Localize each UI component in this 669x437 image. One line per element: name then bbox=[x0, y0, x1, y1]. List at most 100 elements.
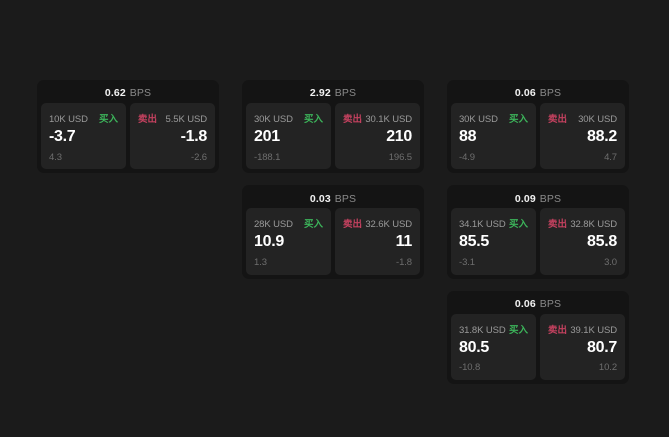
buy-size-label: 30K USD bbox=[459, 114, 498, 125]
sell-size-label: 30.1K USD bbox=[365, 114, 412, 125]
sell-delta: -2.6 bbox=[191, 151, 207, 163]
buy-delta: -188.1 bbox=[254, 151, 281, 163]
sell-panel[interactable]: 卖出 32.8K USD 85.8 3.0 bbox=[540, 208, 625, 275]
sell-panel[interactable]: 卖出 5.5K USD -1.8 -2.6 bbox=[130, 103, 215, 170]
buy-action-label: 买入 bbox=[508, 219, 528, 231]
sell-panel[interactable]: 卖出 32.6K USD 11 -1.8 bbox=[335, 208, 420, 275]
spread-card-6[interactable]: 0.06 BPS 31.8K USD 买入 80.5 -10.8 卖 bbox=[447, 290, 629, 384]
sell-action-label: 卖出 bbox=[343, 219, 363, 231]
sell-price: 85.8 bbox=[587, 233, 617, 251]
bps-value: 0.06 bbox=[514, 297, 536, 310]
buy-delta: 4.3 bbox=[49, 151, 62, 163]
bps-unit: BPS bbox=[129, 87, 152, 100]
sell-header: 卖出 32.8K USD bbox=[548, 216, 617, 231]
sell-action-label: 卖出 bbox=[548, 324, 568, 336]
buy-header: 34.1K USD 买入 bbox=[459, 216, 528, 231]
card-header: 0.06 BPS bbox=[451, 84, 625, 103]
buy-price: -3.7 bbox=[49, 128, 76, 145]
sell-panel[interactable]: 卖出 30K USD 88.2 4.7 bbox=[540, 103, 625, 170]
sell-action-label: 卖出 bbox=[548, 219, 568, 231]
buy-header: 10K USD 买入 bbox=[49, 111, 118, 125]
spread-card-1[interactable]: 0.62 BPS 10K USD 买入 -3.7 4.3 卖出 bbox=[37, 80, 219, 174]
spread-card-3[interactable]: 0.03 BPS 28K USD 买入 10.9 1.3 卖出 bbox=[242, 185, 424, 279]
buy-size-label: 34.1K USD bbox=[459, 219, 506, 231]
sell-delta: -1.8 bbox=[396, 257, 412, 269]
card-body: 30K USD 买入 201 -188.1 卖出 30.1K USD 210 1… bbox=[246, 103, 420, 170]
buy-size-label: 30K USD bbox=[254, 114, 293, 125]
sell-size-label: 32.6K USD bbox=[365, 219, 412, 231]
buy-price: 10.9 bbox=[254, 233, 284, 251]
buy-panel[interactable]: 30K USD 买入 88 -4.9 bbox=[451, 103, 536, 170]
sell-delta: 4.7 bbox=[604, 151, 617, 163]
sell-header: 卖出 32.6K USD bbox=[343, 216, 412, 231]
sell-panel[interactable]: 卖出 39.1K USD 80.7 10.2 bbox=[540, 313, 625, 380]
buy-price: 85.5 bbox=[459, 233, 489, 251]
sell-header: 卖出 5.5K USD bbox=[138, 111, 208, 125]
sell-price: 88.2 bbox=[587, 128, 617, 145]
card-body: 31.8K USD 买入 80.5 -10.8 卖出 39.1K USD 80.… bbox=[451, 313, 625, 380]
buy-delta: -10.8 bbox=[459, 362, 481, 374]
card-body: 10K USD 买入 -3.7 4.3 卖出 5.5K USD -1.8 -2.… bbox=[41, 103, 215, 170]
bps-unit: BPS bbox=[539, 297, 562, 310]
bps-value: 0.06 bbox=[514, 87, 536, 100]
spread-card-4[interactable]: 0.06 BPS 30K USD 买入 88 -4.9 卖出 bbox=[447, 80, 629, 174]
sell-header: 卖出 30.1K USD bbox=[343, 111, 412, 125]
buy-price: 80.5 bbox=[459, 338, 489, 356]
card-header: 2.92 BPS bbox=[246, 84, 420, 103]
column-3: 0.06 BPS 30K USD 买入 88 -4.9 卖出 bbox=[447, 80, 629, 384]
card-body: 28K USD 买入 10.9 1.3 卖出 32.6K USD 11 -1.8 bbox=[246, 208, 420, 275]
sell-price: 11 bbox=[395, 233, 413, 251]
buy-header: 28K USD 买入 bbox=[254, 216, 323, 231]
card-header: 0.03 BPS bbox=[246, 189, 420, 208]
buy-panel[interactable]: 28K USD 买入 10.9 1.3 bbox=[246, 208, 331, 275]
bps-unit: BPS bbox=[539, 87, 562, 100]
column-2: 2.92 BPS 30K USD 买入 201 -188.1 卖出 bbox=[242, 80, 424, 279]
spread-card-5[interactable]: 0.09 BPS 34.1K USD 买入 85.5 -3.1 卖出 bbox=[447, 185, 629, 279]
bps-value: 0.03 bbox=[309, 192, 331, 205]
buy-delta: 1.3 bbox=[254, 257, 267, 269]
card-header: 0.09 BPS bbox=[451, 189, 625, 208]
buy-action-label: 买入 bbox=[508, 114, 528, 125]
buy-action-label: 买入 bbox=[98, 114, 118, 125]
sell-price: 210 bbox=[386, 128, 412, 145]
buy-action-label: 买入 bbox=[508, 324, 528, 336]
buy-panel[interactable]: 30K USD 买入 201 -188.1 bbox=[246, 103, 331, 170]
bps-unit: BPS bbox=[539, 192, 562, 205]
sell-price: -1.8 bbox=[180, 128, 208, 145]
buy-header: 30K USD 买入 bbox=[254, 111, 323, 125]
sell-action-label: 卖出 bbox=[548, 114, 568, 125]
buy-panel[interactable]: 34.1K USD 买入 85.5 -3.1 bbox=[451, 208, 536, 275]
sell-size-label: 39.1K USD bbox=[570, 324, 617, 336]
buy-price: 201 bbox=[254, 128, 280, 145]
sell-price: 80.7 bbox=[587, 338, 617, 356]
bps-unit: BPS bbox=[334, 192, 357, 205]
card-body: 30K USD 买入 88 -4.9 卖出 30K USD 88.2 4.7 bbox=[451, 103, 625, 170]
sell-size-label: 32.8K USD bbox=[570, 219, 617, 231]
sell-header: 卖出 39.1K USD bbox=[548, 322, 617, 336]
buy-price: 88 bbox=[459, 128, 477, 145]
buy-size-label: 10K USD bbox=[49, 114, 88, 125]
sell-size-label: 5.5K USD bbox=[165, 114, 208, 125]
sell-delta: 10.2 bbox=[598, 362, 617, 374]
sell-delta: 3.0 bbox=[604, 257, 617, 269]
card-header: 0.06 BPS bbox=[451, 295, 625, 314]
buy-action-label: 买入 bbox=[303, 219, 323, 231]
bps-value: 2.92 bbox=[309, 87, 331, 100]
bps-unit: BPS bbox=[334, 87, 357, 100]
column-1: 0.62 BPS 10K USD 买入 -3.7 4.3 卖出 bbox=[37, 80, 219, 174]
buy-size-label: 28K USD bbox=[254, 219, 293, 231]
card-body: 34.1K USD 买入 85.5 -3.1 卖出 32.8K USD 85.8… bbox=[451, 208, 625, 275]
card-columns: 0.62 BPS 10K USD 买入 -3.7 4.3 卖出 bbox=[37, 80, 629, 384]
sell-action-label: 卖出 bbox=[343, 114, 363, 125]
sell-size-label: 30K USD bbox=[578, 114, 617, 125]
card-header: 0.62 BPS bbox=[41, 84, 215, 103]
bps-value: 0.09 bbox=[514, 192, 536, 205]
buy-panel[interactable]: 10K USD 买入 -3.7 4.3 bbox=[41, 103, 126, 170]
sell-panel[interactable]: 卖出 30.1K USD 210 196.5 bbox=[335, 103, 420, 170]
bps-value: 0.62 bbox=[104, 87, 126, 100]
sell-delta: 196.5 bbox=[388, 151, 412, 163]
spread-card-2[interactable]: 2.92 BPS 30K USD 买入 201 -188.1 卖出 bbox=[242, 80, 424, 174]
buy-panel[interactable]: 31.8K USD 买入 80.5 -10.8 bbox=[451, 313, 536, 380]
buy-action-label: 买入 bbox=[303, 114, 323, 125]
